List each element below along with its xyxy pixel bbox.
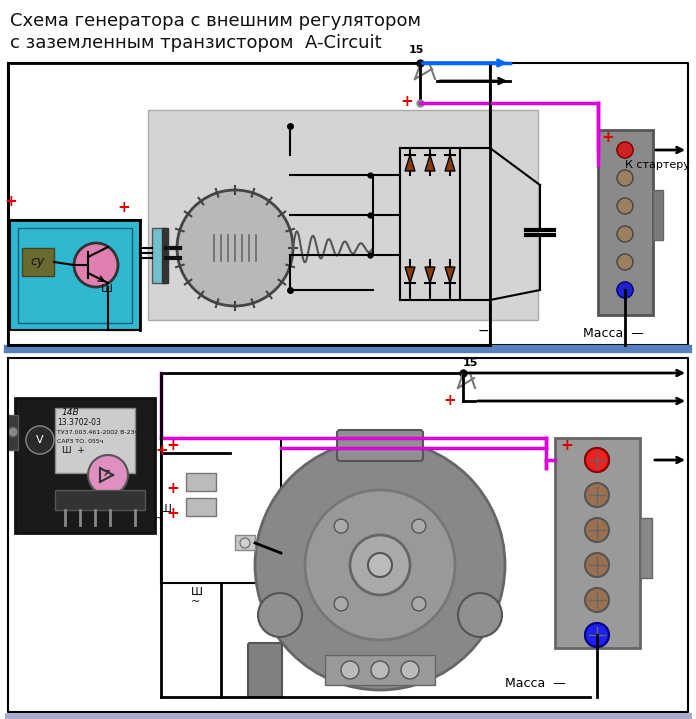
Circle shape xyxy=(412,519,426,533)
Circle shape xyxy=(617,226,633,242)
Text: САРЗ ТО. 055ч: САРЗ ТО. 055ч xyxy=(57,439,104,444)
Circle shape xyxy=(88,455,128,495)
Circle shape xyxy=(617,254,633,270)
Text: Схема генератора с внешним регулятором: Схема генератора с внешним регулятором xyxy=(10,12,421,30)
Text: +: + xyxy=(166,438,179,453)
FancyBboxPatch shape xyxy=(18,228,132,323)
Circle shape xyxy=(341,661,359,679)
Polygon shape xyxy=(405,267,415,283)
Text: +: + xyxy=(155,443,168,458)
Text: V: V xyxy=(36,435,44,445)
Circle shape xyxy=(585,518,609,542)
Circle shape xyxy=(255,440,505,690)
Text: Ш  +: Ш + xyxy=(62,446,85,455)
FancyBboxPatch shape xyxy=(152,228,166,283)
Text: −: − xyxy=(477,324,489,338)
FancyBboxPatch shape xyxy=(235,535,255,550)
Text: 14В: 14В xyxy=(62,408,79,417)
Circle shape xyxy=(617,282,633,298)
Circle shape xyxy=(258,593,302,637)
Text: +: + xyxy=(601,130,614,145)
Circle shape xyxy=(368,553,392,577)
FancyBboxPatch shape xyxy=(248,643,282,697)
Text: су: су xyxy=(31,255,45,268)
Circle shape xyxy=(617,198,633,214)
Text: +: + xyxy=(117,200,130,215)
Text: +: + xyxy=(166,481,179,496)
Circle shape xyxy=(458,593,502,637)
Polygon shape xyxy=(445,267,455,283)
Polygon shape xyxy=(445,155,455,171)
Circle shape xyxy=(585,448,609,472)
Text: 15: 15 xyxy=(463,358,478,368)
Text: К стартеру: К стартеру xyxy=(625,160,690,170)
Text: Ш: Ш xyxy=(191,587,203,597)
Circle shape xyxy=(412,597,426,611)
Circle shape xyxy=(26,426,54,454)
Circle shape xyxy=(401,661,419,679)
FancyBboxPatch shape xyxy=(15,398,155,533)
FancyBboxPatch shape xyxy=(640,518,652,578)
FancyBboxPatch shape xyxy=(653,190,663,240)
Text: Масса  —: Масса — xyxy=(505,677,566,690)
Text: +: + xyxy=(166,506,179,521)
Circle shape xyxy=(585,588,609,612)
Text: ~: ~ xyxy=(155,514,164,524)
Text: +: + xyxy=(560,438,573,453)
Text: Ш: Ш xyxy=(160,504,172,514)
Circle shape xyxy=(371,661,389,679)
FancyBboxPatch shape xyxy=(148,110,538,320)
Circle shape xyxy=(8,427,18,437)
Text: ~: ~ xyxy=(191,597,200,607)
FancyBboxPatch shape xyxy=(598,130,653,315)
Circle shape xyxy=(617,142,633,158)
FancyBboxPatch shape xyxy=(337,430,423,461)
Circle shape xyxy=(585,623,609,647)
FancyBboxPatch shape xyxy=(55,490,145,510)
Circle shape xyxy=(585,623,609,647)
Circle shape xyxy=(585,553,609,577)
Circle shape xyxy=(585,448,609,472)
FancyBboxPatch shape xyxy=(55,408,135,473)
FancyBboxPatch shape xyxy=(325,655,435,685)
Polygon shape xyxy=(425,267,435,283)
FancyBboxPatch shape xyxy=(161,438,281,583)
Polygon shape xyxy=(425,155,435,171)
Text: +: + xyxy=(400,93,413,109)
Circle shape xyxy=(334,519,348,533)
Polygon shape xyxy=(405,155,415,171)
Circle shape xyxy=(177,190,293,306)
FancyBboxPatch shape xyxy=(162,228,168,283)
Text: с заземленным транзистором  A-Circuit: с заземленным транзистором A-Circuit xyxy=(10,34,381,52)
Text: ТУ37.003.461-2002 В-23ч: ТУ37.003.461-2002 В-23ч xyxy=(57,430,139,435)
Circle shape xyxy=(585,483,609,507)
Circle shape xyxy=(305,490,455,640)
Text: +: + xyxy=(443,393,456,408)
Circle shape xyxy=(350,535,410,595)
Text: Масса  —: Масса — xyxy=(583,327,644,340)
FancyBboxPatch shape xyxy=(186,473,216,491)
Circle shape xyxy=(240,538,250,548)
Circle shape xyxy=(617,142,633,158)
Circle shape xyxy=(334,597,348,611)
Circle shape xyxy=(617,170,633,186)
Text: Ш: Ш xyxy=(101,284,113,294)
FancyBboxPatch shape xyxy=(22,248,54,276)
FancyBboxPatch shape xyxy=(555,438,640,648)
Text: 15: 15 xyxy=(409,45,424,55)
Text: +: + xyxy=(4,194,17,209)
Text: 13.3702-03: 13.3702-03 xyxy=(57,418,101,427)
Circle shape xyxy=(74,243,118,287)
FancyBboxPatch shape xyxy=(10,220,140,330)
FancyBboxPatch shape xyxy=(186,498,216,516)
Circle shape xyxy=(617,282,633,298)
FancyBboxPatch shape xyxy=(8,415,18,450)
